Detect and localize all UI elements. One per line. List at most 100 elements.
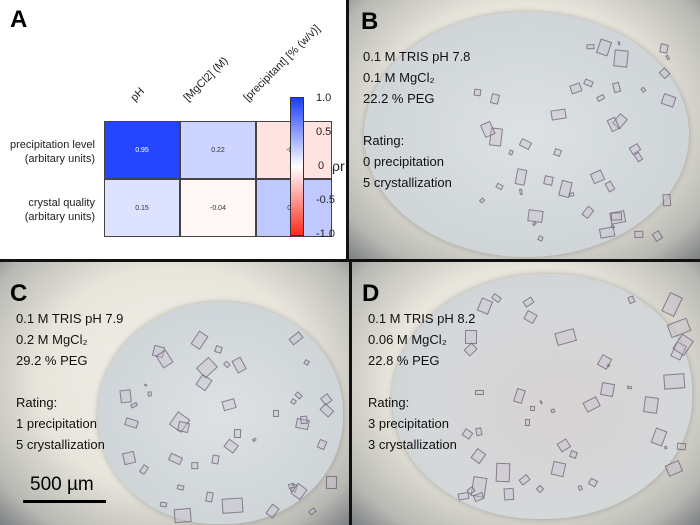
crystal [495,462,511,483]
crystal [628,295,637,305]
row-label-line: precipitation level [10,139,95,151]
colorbar [290,97,304,236]
crystal [596,354,613,371]
crystal [475,427,484,437]
crystal [518,473,532,486]
panel-b-micrograph: B 0.1 M TRIS pH 7.8 0.1 M MgCl₂ 22.2 % P… [349,0,700,259]
crystal [663,445,668,450]
crystal [543,174,554,186]
crystal [613,49,630,68]
crystal [272,409,280,418]
crystal [124,416,140,429]
crystal [222,360,231,368]
crystal [604,180,616,193]
condition-line: 22.8 % PEG [368,353,440,368]
crystal [553,148,563,158]
crystal [612,81,622,93]
crystal [658,66,671,79]
rating-line: 1 precipitation [16,416,97,431]
panel-d-micrograph: D 0.1 M TRIS pH 8.2 0.06 M MgCl₂ 22.8 % … [352,262,700,525]
crystal [490,93,501,105]
row-label-line: (arbitary units) [24,153,95,165]
crystal [633,230,644,239]
row-label: precipitation level (arbitary units) [0,138,95,166]
crystal [661,291,684,318]
condition-text: 0.1 M TRIS pH 7.8 0.1 M MgCl₂ 22.2 % PEG… [363,46,470,193]
crystal [642,396,659,414]
crystal [617,40,621,45]
crystal [121,450,137,466]
panel-label: D [362,280,380,307]
condition-line: 0.1 M TRIS pH 7.8 [363,49,471,64]
column-header: [MgCl2] (M) [181,54,231,104]
crystal [210,454,220,465]
rating-line: 5 crystallization [363,175,452,190]
condition-line: 0.1 M TRIS pH 8.2 [368,311,476,326]
crystal [600,381,615,398]
crystal [139,464,150,476]
crystal [294,391,304,400]
heatmap-cell: 0.95 [104,121,180,179]
condition-text: 0.1 M TRIS pH 7.9 0.2 M MgCl₂ 29.2 % PEG… [16,308,123,455]
panel-label: A [10,6,28,33]
crystal [589,169,606,185]
heatmap-cell: -0.04 [180,179,256,237]
colorbar-label: ρr [332,158,345,174]
crystal [610,211,622,221]
crystal [308,507,317,516]
condition-line: 22.2 % PEG [363,91,435,106]
crystal [551,108,567,121]
colorbar-tick: 1.0 [316,92,332,104]
crystal [495,182,505,191]
crystal [550,460,567,478]
crystal [231,356,248,374]
rating-line: 3 crystallization [368,437,457,452]
crystal [588,477,599,488]
crystal [316,439,328,451]
colorbar-tick: 0.5 [316,126,332,138]
row-label-line: crystal quality [28,197,95,209]
crystal [475,389,485,396]
rating-line: 5 crystallization [16,437,105,452]
crystal [302,359,311,367]
crystal [190,462,199,470]
condition-line: 29.2 % PEG [16,353,88,368]
rating-label: Rating: [368,395,410,410]
crystal [234,429,242,439]
scale-bar-label: 500 µm [30,474,94,495]
panel-a-correlation-heatmap: A pH [MgCl2] (M) [precipitant] [% (w/v)]… [0,0,346,259]
crystal [513,387,527,404]
condition-line: 0.1 M MgCl₂ [363,70,435,85]
crystal [223,438,239,454]
heatmap-cell: 0.22 [180,121,256,179]
crystal [569,449,578,459]
crystal [658,42,669,54]
crystal [522,310,538,325]
row-label-line: (arbitary units) [24,211,95,223]
rating-label: Rating: [16,395,58,410]
colorbar-tick: 0 [318,160,325,172]
crystal [190,330,209,350]
crystal [577,484,584,491]
row-label: crystal quality (arbitary units) [0,196,95,224]
crystal [626,385,632,389]
rating-line: 0 precipitation [363,154,444,169]
crystal [538,400,543,405]
crystal [325,476,338,489]
crystal [508,149,515,156]
crystal [550,408,556,414]
crystal [214,345,224,355]
crystal [518,138,532,151]
crystal [503,487,515,500]
crystal [530,405,536,411]
crystal [554,327,577,346]
crystal [130,401,139,409]
crystal [527,209,544,223]
crystal [664,460,684,477]
crystal [663,373,686,390]
crystal [525,418,531,427]
crystal [595,38,612,58]
crystal [196,356,219,379]
droplet [364,12,689,257]
crystal [651,427,669,447]
